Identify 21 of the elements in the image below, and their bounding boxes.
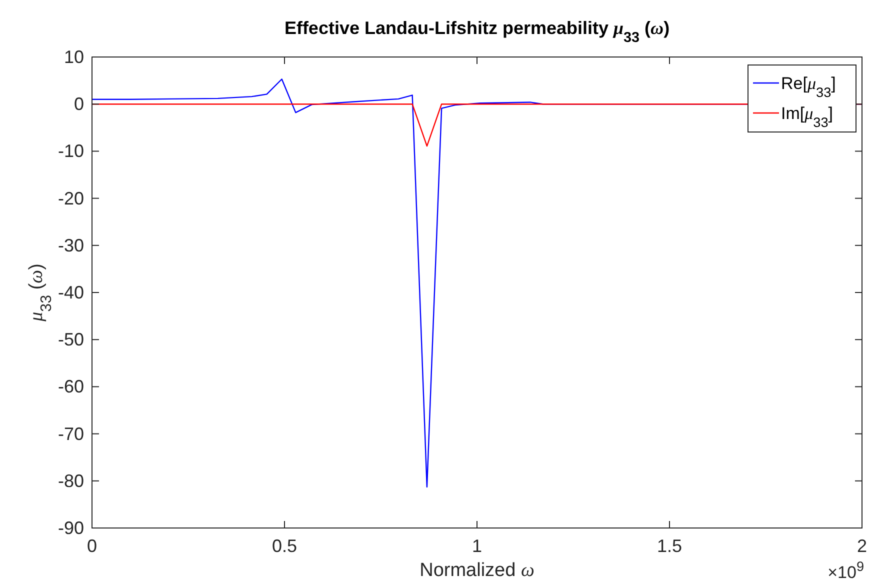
chart-title: Effective Landau-Lifshitz permeability μ$_{33}$ (ω) [284, 18, 670, 46]
text: ×10$^{9}$ [828, 558, 864, 582]
y-tick-label: 10 [64, 47, 84, 67]
legend-label: Re[μ$_{33}$] [781, 74, 836, 100]
x-tick-label: 2 [856, 536, 868, 556]
x-tick-label: 1.5 [656, 536, 682, 556]
legend-label: Im[μ$_{33}$] [781, 104, 834, 130]
y-tick-label: -40 [58, 282, 84, 302]
y-tick-label: -50 [58, 330, 84, 350]
x-axis-title: Normalized ω [420, 560, 534, 581]
y-tick-label: -70 [58, 424, 84, 444]
x-tick-label: 1 [472, 536, 482, 556]
x-tick-label: 0 [86, 536, 98, 556]
y-tick-label: -30 [58, 235, 84, 256]
y-tick-label: -80 [58, 470, 84, 491]
y-tick-label: 0 [74, 94, 84, 114]
y-tick-label: -10 [58, 141, 84, 162]
y-tick-label: -90 [58, 518, 84, 538]
y-tick-label: -60 [58, 376, 84, 397]
x-tick-label: 0.5 [272, 536, 298, 556]
y-tick-label: -20 [58, 188, 84, 208]
